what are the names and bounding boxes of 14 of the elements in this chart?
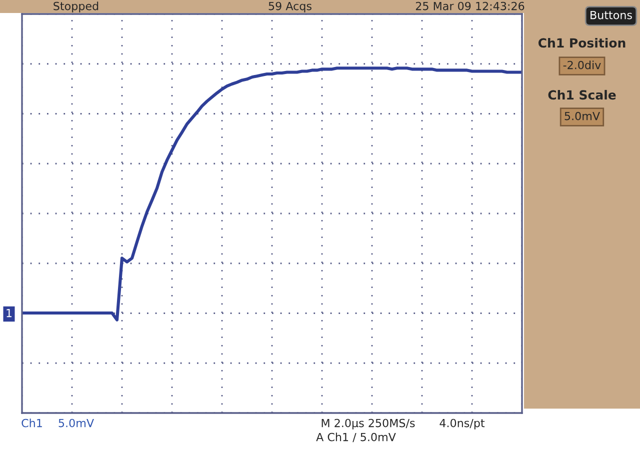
text: Ch1 Position (538, 38, 626, 48)
text: 1 (6, 308, 12, 318)
text: Ch1 Scale (548, 90, 616, 100)
text: Ch1 (22, 418, 42, 428)
text: -2.0div (563, 60, 601, 70)
text: Buttons (590, 10, 632, 20)
text: 5.0mV (564, 112, 600, 120)
text: 59 Acqs (268, 2, 312, 12)
text: 4.0ns/pt (440, 418, 485, 430)
text: 5.0mV (58, 418, 94, 428)
text: M 2.0µs 250MS/s (322, 418, 415, 430)
text: A Ch1 / 5.0mV (316, 432, 396, 442)
text: 25 Mar 09 12:43:26 (416, 2, 524, 10)
text: Stopped (54, 2, 98, 12)
